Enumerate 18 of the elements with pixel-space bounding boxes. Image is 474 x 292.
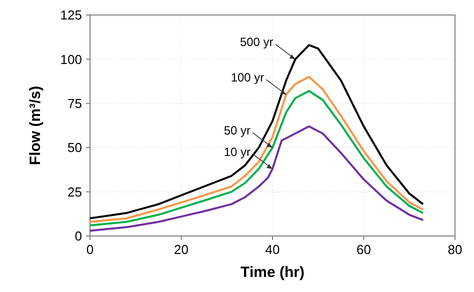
x-tick-label: 60 (356, 242, 371, 257)
y-axis-title: Flow (m³/s) (27, 86, 44, 166)
x-tick-label: 40 (265, 242, 280, 257)
y-tick-label: 25 (68, 184, 82, 200)
annotation: 100 yr (230, 70, 264, 85)
y-tick-label: 75 (68, 96, 82, 111)
x-axis-title: Time (hr) (240, 264, 304, 281)
annotation: 50 yr (224, 124, 250, 138)
y-tick-label: 100 (60, 52, 82, 67)
annotation: 500 yr (240, 35, 274, 50)
x-tick-label: 80 (448, 242, 462, 257)
annotation: 10 yr (224, 144, 250, 159)
y-tick-label: 0 (74, 228, 82, 244)
x-tick-label: 0 (86, 242, 94, 257)
y-tick-label: 125 (60, 8, 82, 23)
x-tick-label: 20 (174, 242, 188, 257)
y-tick-label: 50 (68, 140, 82, 156)
line-series (89, 125, 424, 232)
